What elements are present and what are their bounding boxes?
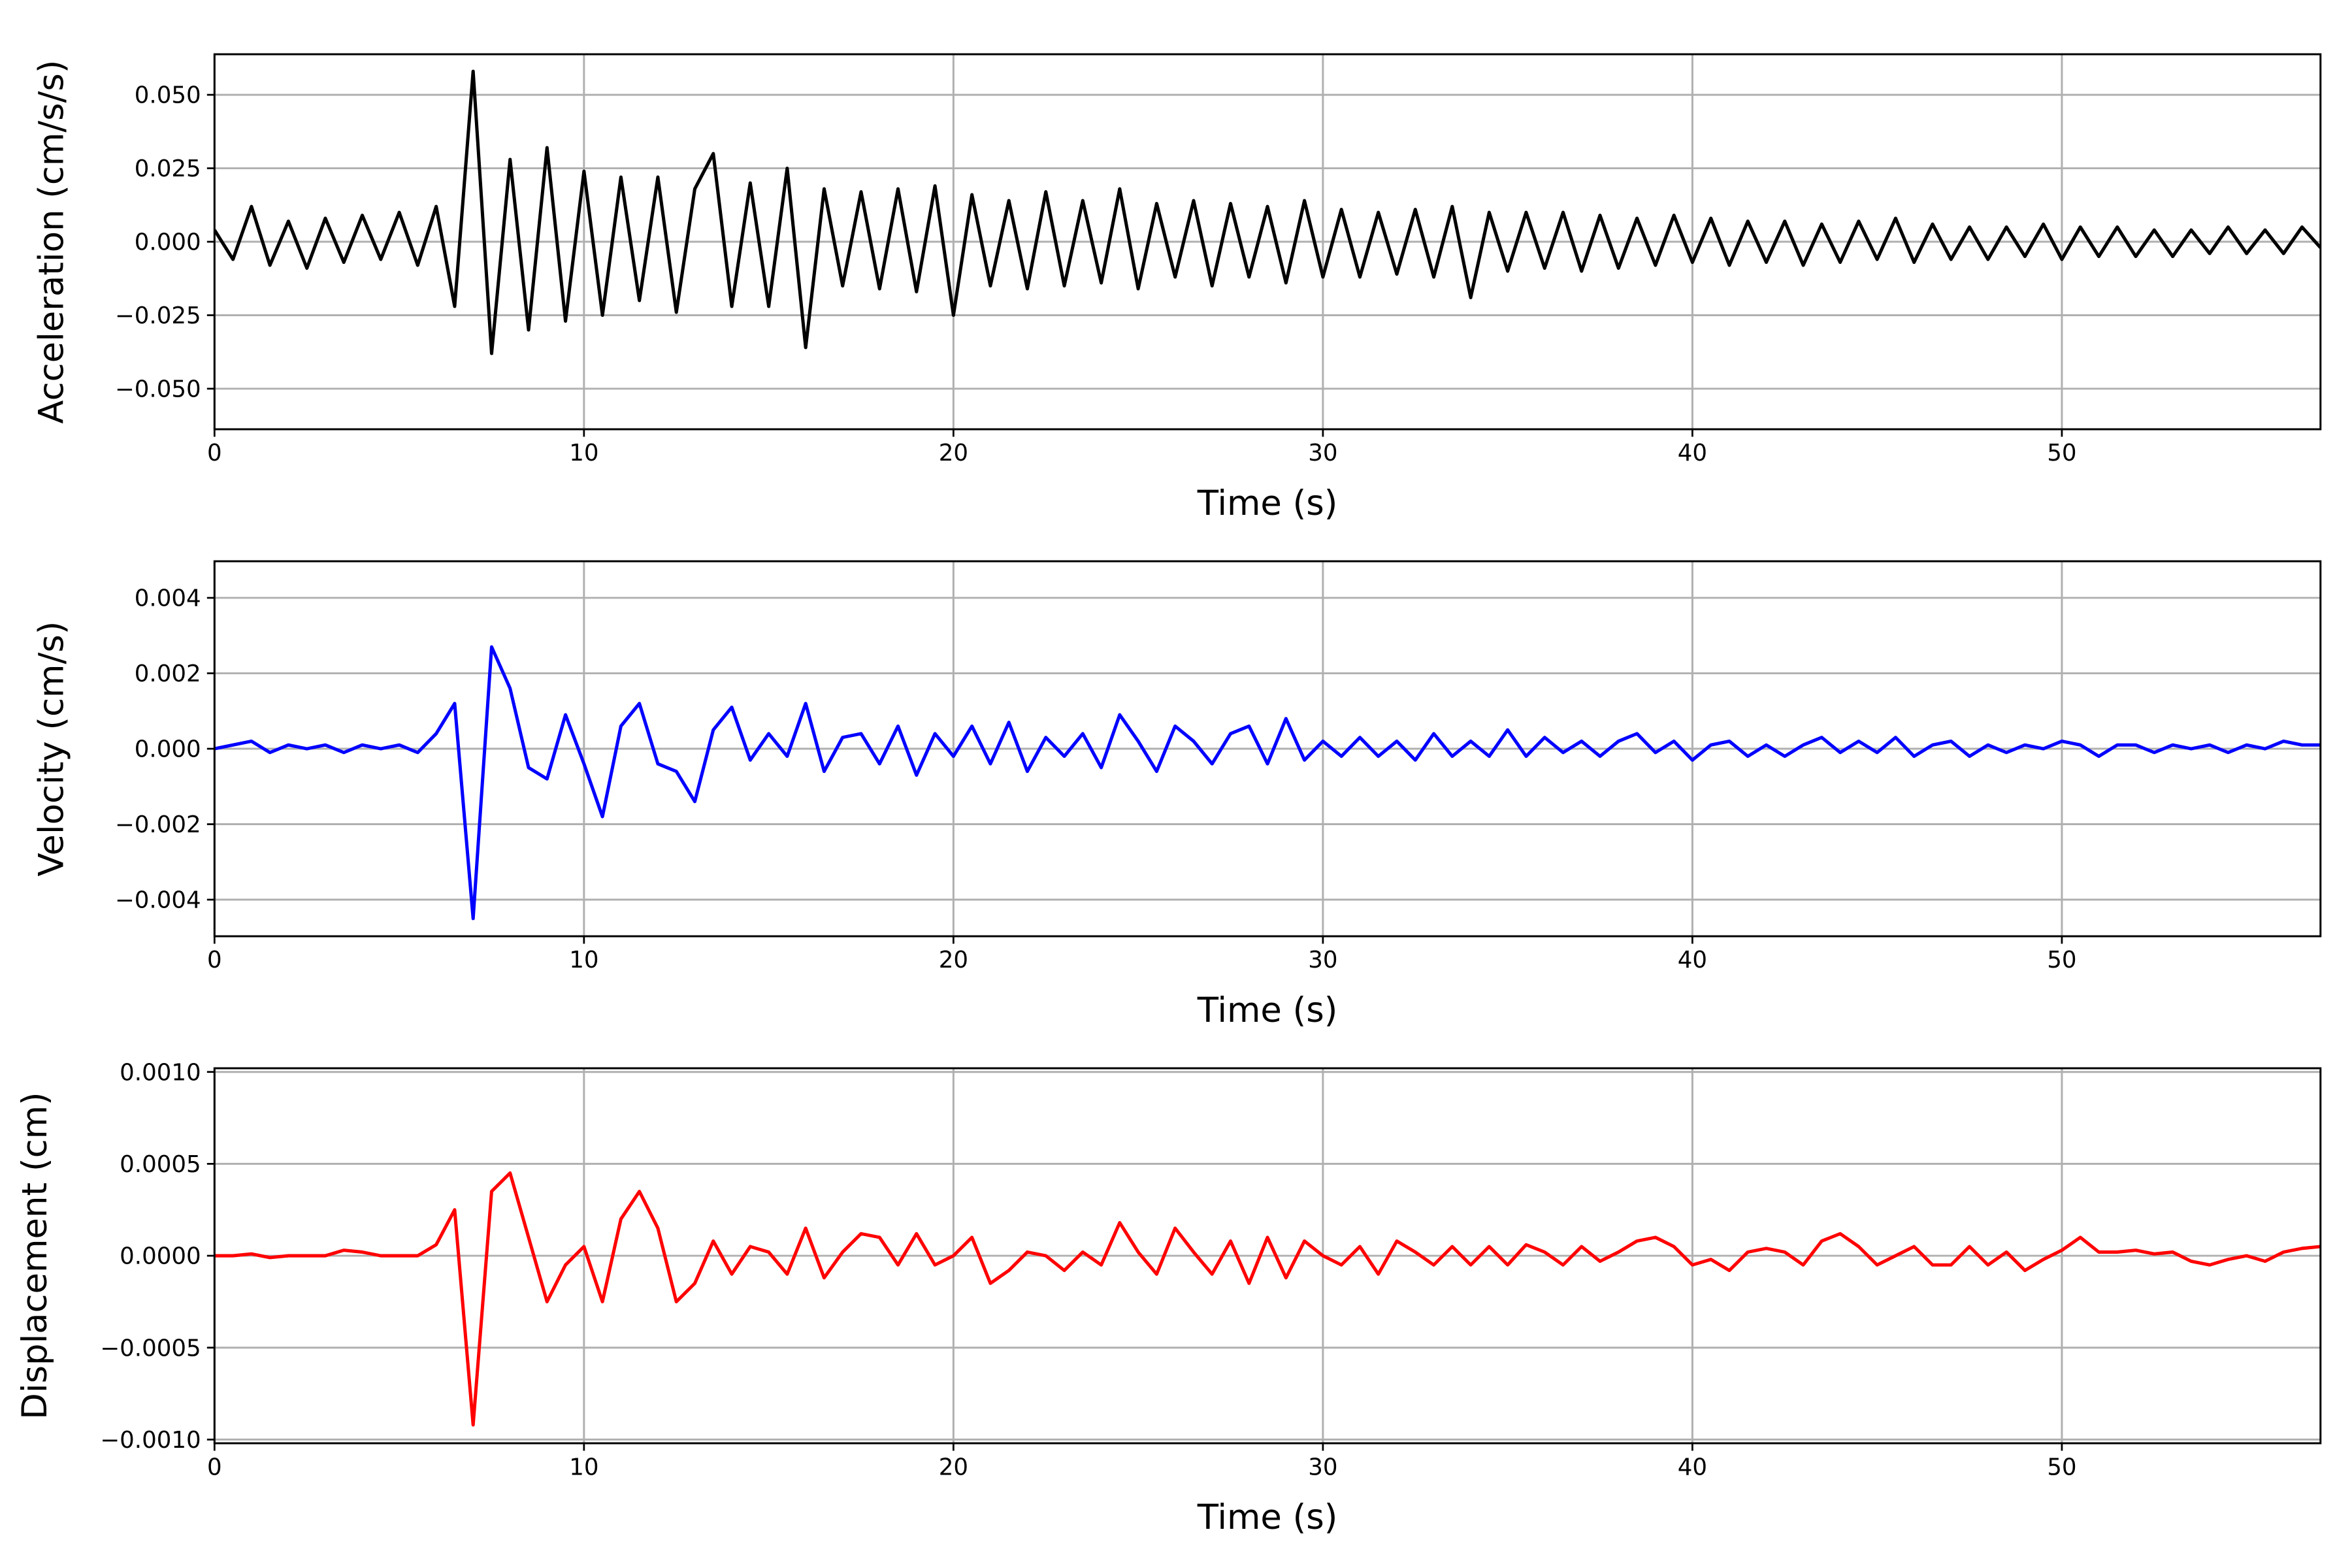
axes-frame	[213, 53, 2322, 431]
x-tick-label: 10	[569, 1454, 598, 1480]
axes-frame	[213, 560, 2322, 938]
y-tick-label: −0.025	[115, 302, 201, 329]
subplot: 0 10 20 30 40 50 −0.050 −0.025 0.000 0.025 0.050 Ti…	[31, 53, 2322, 523]
x-tick-label: 50	[2047, 440, 2076, 466]
x-tick-label: 0	[207, 947, 222, 973]
y-tick-label: 0.002	[135, 661, 201, 687]
y-tick-label: 0.000	[135, 736, 201, 763]
y-tick-label: 0.025	[135, 155, 201, 182]
y-tick-label: 0.0010	[120, 1059, 201, 1086]
y-tick-label: −0.050	[115, 376, 201, 403]
y-tick-label: 0.000	[135, 229, 201, 256]
plot-area	[214, 69, 2321, 355]
x-tick-label: 20	[939, 947, 968, 973]
y-tick-label: −0.0005	[100, 1335, 201, 1362]
x-tick-label: 0	[207, 1454, 222, 1480]
x-tick-label: 40	[1678, 947, 1707, 973]
axes-frame	[213, 1067, 2322, 1445]
subplot: 0 10 20 30 40 50 −0.0010 −0.0005 0.0000 0.0005 0.0…	[15, 1059, 2322, 1537]
y-axis-label: Velocity (cm/s)	[31, 621, 71, 877]
data-line	[214, 69, 2321, 355]
y-axis-label: Acceleration (cm/s/s)	[31, 59, 71, 423]
x-tick-label: 10	[569, 947, 598, 973]
x-tick-label: 40	[1678, 440, 1707, 466]
x-tick-label: 20	[939, 440, 968, 466]
subplot: 0 10 20 30 40 50 −0.004 −0.002 0.000 0.002 0.004 Ti…	[31, 560, 2322, 1030]
plot-area	[214, 645, 2321, 921]
x-tick-label: 40	[1678, 1454, 1707, 1480]
y-tick-label: −0.002	[115, 811, 201, 838]
plot-area	[214, 1171, 2321, 1427]
y-tick-label: −0.0010	[100, 1427, 201, 1454]
x-tick-label: 0	[207, 440, 222, 466]
y-axis-label: Displacement (cm)	[15, 1092, 55, 1419]
x-tick-label: 20	[939, 1454, 968, 1480]
data-line	[214, 1171, 2321, 1427]
x-tick-label: 30	[1308, 440, 1337, 466]
x-tick-label: 10	[569, 440, 598, 466]
x-axis-label: Time (s)	[1197, 1497, 1338, 1537]
y-tick-label: 0.0005	[120, 1151, 201, 1178]
data-line	[214, 645, 2321, 921]
y-tick-label: 0.004	[135, 585, 201, 612]
y-tick-label: 0.050	[135, 82, 201, 109]
x-axis-label: Time (s)	[1197, 990, 1338, 1030]
y-tick-label: 0.0000	[120, 1243, 201, 1270]
x-tick-label: 50	[2047, 1454, 2076, 1480]
x-tick-label: 30	[1308, 947, 1337, 973]
x-tick-label: 50	[2047, 947, 2076, 973]
x-axis-label: Time (s)	[1197, 483, 1338, 523]
y-tick-label: −0.004	[115, 887, 201, 914]
x-tick-label: 30	[1308, 1454, 1337, 1480]
